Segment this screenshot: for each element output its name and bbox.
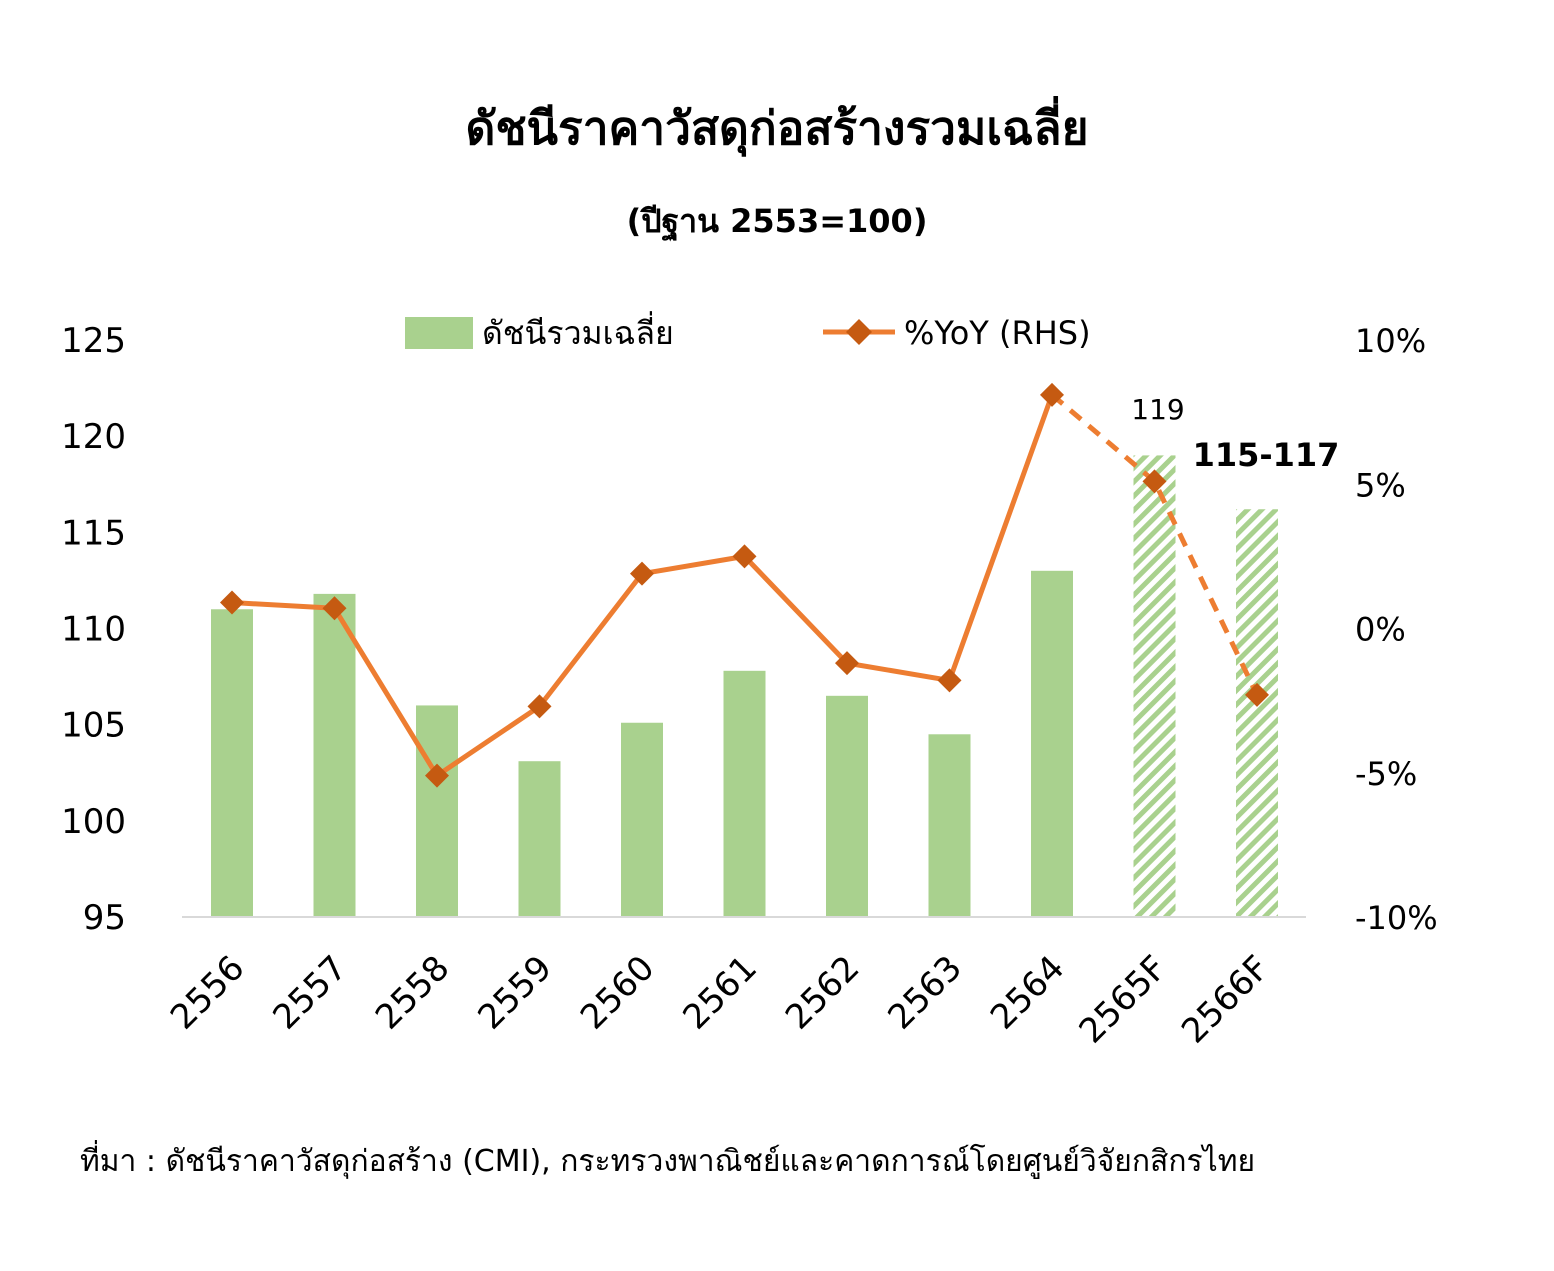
right-axis-ticks: -10% -5% 0% 5% 10% <box>1355 322 1438 937</box>
bar-2562 <box>826 695 868 917</box>
left-tick-100: 100 <box>61 802 126 842</box>
left-tick-95: 95 <box>83 898 126 938</box>
yoy-point-2560 <box>630 561 654 586</box>
right-tick--5%: -5% <box>1355 755 1417 793</box>
yoy-point-2565F <box>1142 469 1167 494</box>
x-tick-2565F: 2565F <box>1072 948 1175 1051</box>
legend-bar-label: ดัชนีรวมเฉลี่ย <box>482 311 674 352</box>
x-tick-2559: 2559 <box>470 948 559 1037</box>
source-note: ที่มา : ดัชนีราคาวัสดุก่อสร้าง (CMI), กร… <box>80 1144 1256 1179</box>
left-tick-120: 120 <box>61 417 126 457</box>
chart-title: ดัชนีราคาวัสดุก่อสร้างรวมเฉลี่ย <box>465 101 1089 155</box>
left-tick-105: 105 <box>61 706 126 746</box>
yoy-point-2559 <box>527 694 552 719</box>
legend-line-label: %YoY (RHS) <box>904 314 1091 352</box>
bar-2560 <box>621 722 663 917</box>
yoy-point-2556 <box>220 590 244 615</box>
x-tick-2561: 2561 <box>675 948 764 1037</box>
bar-2564 <box>1031 570 1073 917</box>
left-axis-ticks: 95 100 105 110 115 120 125 <box>61 321 126 938</box>
yoy-point-2558 <box>425 763 449 788</box>
legend-bar-swatch <box>405 317 473 349</box>
right-tick-5%: 5% <box>1355 466 1406 504</box>
legend-diamond-icon <box>846 319 872 345</box>
yoy-point-2562 <box>835 651 859 676</box>
line-layer <box>220 382 1269 788</box>
bar-2561 <box>723 670 766 917</box>
right-tick-0%: 0% <box>1355 611 1406 649</box>
bar-2556 <box>211 609 253 917</box>
x-axis-ticks: 2556 2557 2558 2559 2560 2561 2562 2563 2564 2565… <box>163 948 1277 1051</box>
right-tick--10%: -10% <box>1355 899 1438 937</box>
annotation-119: 119 <box>1131 393 1184 426</box>
left-tick-115: 115 <box>61 513 126 553</box>
yoy-point-2564 <box>1040 382 1064 407</box>
bars-layer <box>211 455 1278 917</box>
left-tick-110: 110 <box>61 610 126 650</box>
x-tick-2560: 2560 <box>573 948 662 1037</box>
x-tick-2558: 2558 <box>368 948 457 1037</box>
annotation-115-117: 115-117 <box>1193 436 1340 474</box>
right-tick-10%: 10% <box>1355 322 1426 360</box>
bar-2557 <box>313 593 356 917</box>
bar-2563 <box>928 734 971 917</box>
yoy-point-2563 <box>937 668 962 693</box>
yoy-point-2566F <box>1245 682 1269 707</box>
left-tick-125: 125 <box>61 321 126 361</box>
x-tick-2563: 2563 <box>880 948 969 1037</box>
bar-2565F <box>1133 455 1176 917</box>
legend: ดัชนีรวมเฉลี่ย %YoY (RHS) <box>405 311 1091 352</box>
yoy-line-forecast <box>1050 392 1260 696</box>
chart-subtitle: (ปีฐาน 2553=100) <box>626 202 928 240</box>
x-tick-2562: 2562 <box>778 948 867 1037</box>
bar-2559 <box>518 761 561 917</box>
x-tick-2564: 2564 <box>983 948 1072 1037</box>
x-tick-2556: 2556 <box>163 948 252 1037</box>
x-tick-2557: 2557 <box>265 948 354 1037</box>
yoy-point-2557 <box>322 596 347 621</box>
yoy-point-2561 <box>732 544 757 569</box>
bar-2566F <box>1236 509 1278 917</box>
x-tick-2566F: 2566F <box>1174 948 1277 1051</box>
bar-2558 <box>416 705 458 917</box>
